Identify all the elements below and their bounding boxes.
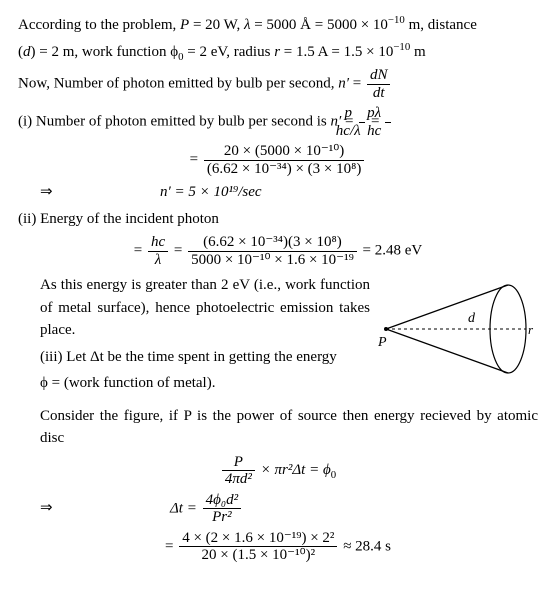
part-i-text: Number of photon emitted by bulb per sec… — [32, 113, 330, 129]
frac-ii-big: (6.62 × 10⁻³⁴)(3 × 10⁸)5000 × 10⁻¹⁰ × 1.… — [188, 234, 357, 268]
mid: = — [170, 242, 186, 258]
intro-2a: ) = 2 m, work function ϕ — [31, 44, 179, 60]
part-iii-final: = 4 × (2 × 1.6 × 10⁻¹⁹) × 2²20 × (1.5 × … — [18, 530, 538, 564]
num: p — [359, 105, 365, 122]
eq: = — [190, 151, 202, 167]
now-line: Now, Number of photon emitted by bulb pe… — [18, 67, 538, 101]
tail: × πr²Δt = ϕ0 — [257, 462, 336, 478]
part-ii-explain: As this energy is greater than 2 eV (i.e… — [40, 274, 370, 399]
num: 4ϕ₀d² — [203, 492, 241, 509]
part-ii-explain-wrap: As this energy is greater than 2 eV (i.e… — [18, 274, 538, 399]
exp: −10 — [393, 41, 410, 53]
intro-r-unit: m — [410, 44, 425, 60]
frac-dN-dt: dNdt — [367, 67, 391, 101]
den: hc — [385, 122, 391, 140]
exp: −10 — [388, 14, 405, 26]
intro-2b: = 2 eV, radius — [184, 44, 275, 60]
fig-P-label: P — [378, 335, 387, 350]
frac-pl-hc: pλhc — [385, 105, 391, 139]
den: 5000 × 10⁻¹⁰ × 1.6 × 10⁻¹⁹ — [188, 251, 357, 269]
eq: = — [134, 242, 146, 258]
intro-pval: = 20 W, — [189, 17, 244, 33]
den: λ — [148, 251, 168, 269]
num: (6.62 × 10⁻³⁴)(3 × 10⁸) — [188, 234, 357, 251]
fig-d-label: d — [468, 311, 476, 326]
num: pλ — [385, 105, 391, 122]
part-iii-line1: (iii) Let Δt be the time spent in gettin… — [40, 346, 370, 369]
res: = 2.48 eV — [359, 242, 422, 258]
intro-text: According to the problem, — [18, 17, 180, 33]
nprime: n′ — [338, 75, 349, 91]
part-i-result-row: ⇒ n′ = 5 × 10¹⁹/sec — [18, 181, 538, 204]
lhs-tail: × πr²Δt = ϕ — [257, 462, 331, 478]
part-iii-line2: Consider the figure, if P is the power o… — [40, 405, 538, 450]
frac-final: 4 × (2 × 1.6 × 10⁻¹⁹) × 2²20 × (1.5 × 10… — [179, 530, 337, 564]
explain-text: As this energy is greater than 2 eV (i.e… — [40, 274, 370, 342]
intro-line2: (d) = 2 m, work function ϕ0 = 2 eV, radi… — [18, 41, 538, 64]
implies-arrow: ⇒ — [18, 497, 100, 520]
part-iii-phi: ϕ = (work function of metal). — [40, 372, 370, 395]
now-text: Now, Number of photon emitted by bulb pe… — [18, 75, 338, 91]
part-iii-dt-row: ⇒ Δt = 4ϕ₀d²Pr² — [18, 492, 538, 526]
num: P — [222, 454, 255, 471]
eq: = — [349, 75, 365, 91]
frac-p-hcl: phc/λ — [359, 105, 365, 139]
cone-figure: d P r — [378, 274, 538, 384]
num: 4 × (2 × 1.6 × 10⁻¹⁹) × 2² — [179, 530, 337, 547]
den: 20 × (1.5 × 10⁻¹⁰)² — [179, 546, 337, 564]
implies-arrow: ⇒ — [18, 181, 100, 204]
phi-sub: 0 — [331, 469, 336, 481]
intro-line1: According to the problem, P = 20 W, λ = … — [18, 14, 538, 37]
var-P: P — [180, 17, 189, 33]
frac-hc-l: hcλ — [148, 234, 168, 268]
dt: Δt = — [170, 500, 201, 516]
fig-r-label: r — [528, 322, 534, 337]
iii-text: Let Δt be the time spent in getting the … — [63, 349, 337, 365]
part-ii-head: (ii) Energy of the incident photon — [18, 208, 538, 231]
num: dN — [367, 67, 391, 84]
frac-calc: 20 × (5000 × 10⁻¹⁰)(6.62 × 10⁻³⁴) × (3 ×… — [204, 143, 364, 177]
intro-lam-eq: = 5000 Å = 5000 × 10 — [250, 17, 387, 33]
eq: = — [165, 538, 177, 554]
den: (6.62 × 10⁻³⁴) × (3 × 10⁸) — [204, 160, 364, 178]
intro-lam-unit: m, distance — [405, 17, 477, 33]
intro-2c: = 1.5 A = 1.5 × 10 — [280, 44, 393, 60]
den: hc/λ — [359, 122, 365, 140]
var-d: d — [23, 44, 31, 60]
part-i-calc: = 20 × (5000 × 10⁻¹⁰)(6.62 × 10⁻³⁴) × (3… — [18, 143, 538, 177]
label-i: (i) — [18, 113, 32, 129]
part-ii-text: Energy of the incident photon — [36, 211, 219, 227]
final-res: ≈ 28.4 s — [339, 538, 391, 554]
label-iii: (iii) — [40, 349, 63, 365]
part-ii-calc: = hcλ = (6.62 × 10⁻³⁴)(3 × 10⁸)5000 × 10… — [18, 234, 538, 268]
num: hc — [148, 234, 168, 251]
num: 20 × (5000 × 10⁻¹⁰) — [204, 143, 364, 160]
label-ii: (ii) — [18, 211, 36, 227]
part-iii-eq1: P4πd² × πr²Δt = ϕ0 — [18, 454, 538, 488]
den: dt — [367, 84, 391, 102]
part-i-head: (i) Number of photon emitted by bulb per… — [18, 105, 538, 139]
den: 4πd² — [222, 470, 255, 488]
frac-P-4pid2: P4πd² — [222, 454, 255, 488]
frac-dt: 4ϕ₀d²Pr² — [203, 492, 241, 526]
part-i-result: n′ = 5 × 10¹⁹/sec — [100, 184, 262, 200]
den: Pr² — [203, 508, 241, 526]
